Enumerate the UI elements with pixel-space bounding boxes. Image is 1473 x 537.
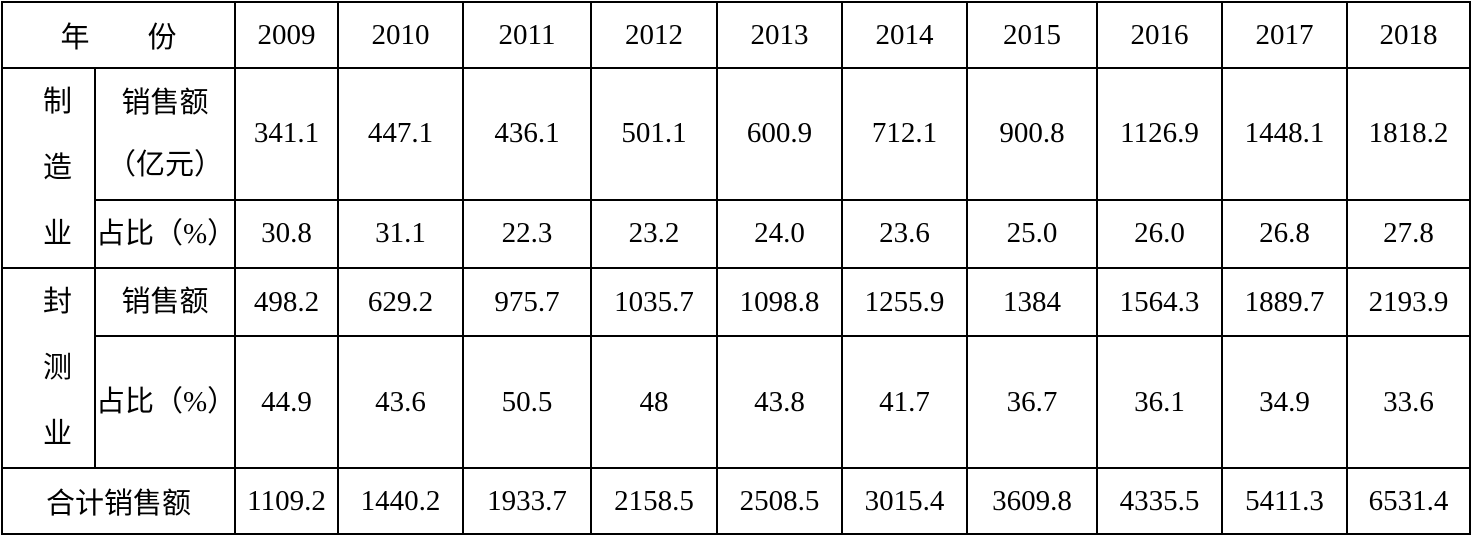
year-header: 2017 <box>1221 1 1349 69</box>
cell-value: 600.9 <box>716 67 844 201</box>
cell-value: 44.9 <box>234 335 340 469</box>
table-row: 年 份 2009 2010 2011 2012 2013 2014 2015 2016 2017 2… <box>0 1 1472 69</box>
cell-value: 41.7 <box>841 335 969 469</box>
row-label-line: 占比（%） <box>96 217 236 250</box>
cell-value: 43.6 <box>337 335 465 469</box>
total-label: 合计销售额 <box>0 467 237 535</box>
row-label-line: 销售额 <box>121 286 209 319</box>
total-value: 1440.2 <box>337 467 465 535</box>
group-label: 制造业 <box>1 67 96 269</box>
total-value: 1109.2 <box>234 467 340 535</box>
cell-value: 36.1 <box>1096 335 1224 469</box>
cell-value: 27.8 <box>1346 198 1472 270</box>
cell-value: 43.8 <box>716 335 844 469</box>
cell-value: 436.1 <box>462 67 593 201</box>
cell-value: 26.8 <box>1221 198 1349 270</box>
cell-value: 23.6 <box>841 198 969 270</box>
row-label: 销售额 （亿元） <box>93 67 237 201</box>
cell-value: 1126.9 <box>1096 67 1224 201</box>
cell-value: 447.1 <box>337 67 465 201</box>
table-row: 合计销售额 1109.2 1440.2 1933.7 2158.5 2508.5 3015.… <box>0 467 1472 535</box>
group-label: 封测业 <box>1 267 96 469</box>
cell-value: 48 <box>590 335 719 469</box>
year-header: 2018 <box>1346 1 1472 69</box>
cell-value: 26.0 <box>1096 198 1224 270</box>
cell-value: 629.2 <box>337 266 465 338</box>
table-row: 制造业 销售额 （亿元） 341.1 447.1 436.1 501.1 600.9 712.1… <box>1 67 1472 269</box>
total-value: 5411.3 <box>1221 467 1349 535</box>
cell-value: 1035.7 <box>590 266 719 338</box>
year-header: 2010 <box>337 1 465 69</box>
cell-value: 1448.1 <box>1221 67 1349 201</box>
row-label: 销售额 <box>93 266 237 338</box>
cell-value: 498.2 <box>234 266 340 338</box>
total-value: 6531.4 <box>1346 467 1472 535</box>
cell-value: 1384 <box>966 266 1099 338</box>
total-value: 4335.5 <box>1096 467 1224 535</box>
year-header: 2015 <box>966 1 1099 69</box>
year-header: 2009 <box>234 1 340 69</box>
year-header: 2013 <box>716 1 844 69</box>
total-value: 3609.8 <box>966 467 1099 535</box>
cell-value: 33.6 <box>1346 335 1472 469</box>
cell-value: 975.7 <box>462 266 593 338</box>
table-row: 占比（%） 30.8 31.1 22.3 23.2 24.0 23.6 25.0 26.0 26.… <box>2 198 1472 270</box>
cell-value: 22.3 <box>462 198 593 270</box>
year-header: 2011 <box>462 1 593 69</box>
cell-value: 900.8 <box>966 67 1099 201</box>
group-name: 封测业 <box>43 286 73 450</box>
row-label: 占比（%） <box>93 198 237 270</box>
table-row: 封测业 销售额 498.2 629.2 975.7 1035.7 1098.8 1255.9 1… <box>1 266 1472 469</box>
cell-value: 341.1 <box>234 67 340 201</box>
group-name: 制造业 <box>43 86 73 250</box>
cell-value: 50.5 <box>462 335 593 469</box>
table-row: 占比（%） 44.9 43.6 50.5 48 43.8 41.7 36.7 36.1 34.9 3… <box>2 335 1472 469</box>
row-label: 占比（%） <box>93 335 237 469</box>
cell-value: 34.9 <box>1221 335 1349 469</box>
cell-value: 1889.7 <box>1221 266 1349 338</box>
cell-value: 501.1 <box>590 67 719 201</box>
total-value: 1933.7 <box>462 467 593 535</box>
cell-value: 712.1 <box>841 67 969 201</box>
total-value: 3015.4 <box>841 467 969 535</box>
row-label-line: （亿元） <box>107 148 224 181</box>
cell-value: 25.0 <box>966 198 1099 270</box>
cell-value: 2193.9 <box>1346 266 1472 338</box>
cell-value: 36.7 <box>966 335 1099 469</box>
cell-value: 1255.9 <box>841 266 969 338</box>
cell-value: 1564.3 <box>1096 266 1224 338</box>
header-label: 年 份 <box>0 1 237 69</box>
year-header: 2016 <box>1096 1 1224 69</box>
cell-value: 1818.2 <box>1346 67 1472 201</box>
row-label-line: 占比（%） <box>96 386 236 419</box>
cell-value: 23.2 <box>590 198 719 270</box>
row-label-line: 销售额 <box>121 86 209 119</box>
cell-value: 30.8 <box>234 198 340 270</box>
cell-value: 1098.8 <box>716 266 844 338</box>
cell-value: 24.0 <box>716 198 844 270</box>
year-header: 2012 <box>590 1 719 69</box>
total-value: 2508.5 <box>716 467 844 535</box>
total-value: 2158.5 <box>590 467 719 535</box>
cell-value: 31.1 <box>337 198 465 270</box>
year-header: 2014 <box>841 1 969 69</box>
